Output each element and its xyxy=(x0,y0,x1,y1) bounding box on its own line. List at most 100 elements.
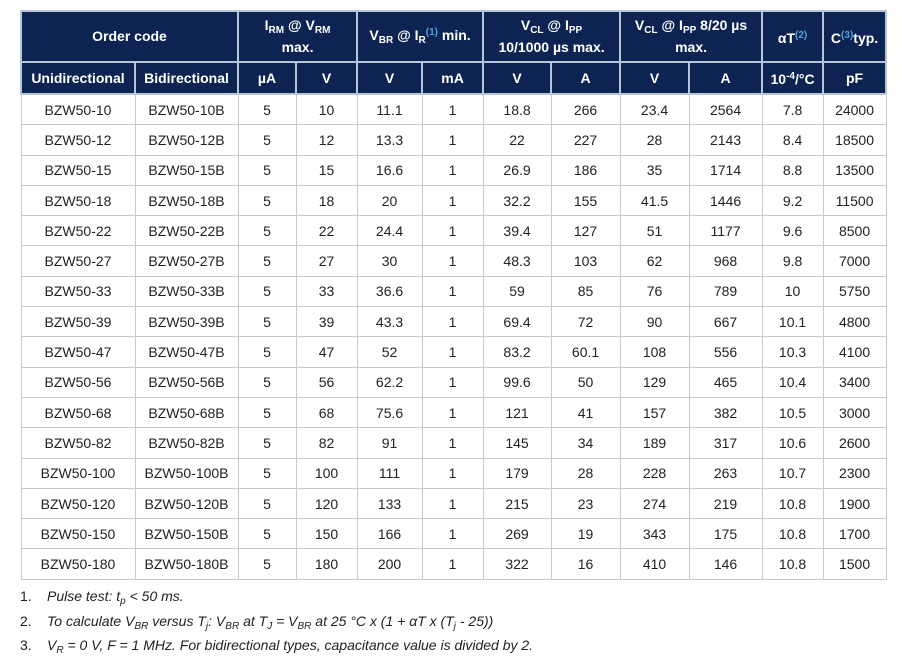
table-cell: 1 xyxy=(421,457,484,489)
table-cell: 146 xyxy=(688,548,763,580)
header-vbr: VBR @ IR(1) min. xyxy=(356,10,485,63)
table-row: BZW50-180 BZW50-180B 5 180 200 1 322 16 410 146 10… xyxy=(20,548,887,580)
table-cell: 180 xyxy=(295,548,358,580)
table-cell: 76 xyxy=(619,275,690,308)
table-cell: 5 xyxy=(237,487,297,520)
table-cell: BZW50-39 xyxy=(20,306,136,338)
table-cell: 1 xyxy=(421,154,484,186)
table-cell: 5750 xyxy=(822,275,887,308)
table-cell: BZW50-180B xyxy=(134,548,239,580)
table-cell: BZW50-15B xyxy=(134,154,239,186)
table-cell: BZW50-12 xyxy=(20,124,136,156)
table-cell: 382 xyxy=(688,396,763,429)
footnote-number: 3. xyxy=(20,637,32,653)
table-cell: 8.8 xyxy=(761,154,824,186)
table-cell: 41 xyxy=(550,396,621,429)
table-cell: 62.2 xyxy=(356,366,423,398)
table-cell: 108 xyxy=(619,336,690,368)
table-cell: 10 xyxy=(761,275,824,308)
table-cell: 3000 xyxy=(822,396,887,429)
table-cell: 34 xyxy=(550,427,621,459)
table-cell: 120 xyxy=(295,487,358,520)
table-cell: 1 xyxy=(421,306,484,338)
table-cell: 150 xyxy=(295,518,358,550)
table-cell: 269 xyxy=(482,518,552,550)
table-cell: 465 xyxy=(688,366,763,398)
table-cell: 82 xyxy=(295,427,358,459)
table-cell: BZW50-56 xyxy=(20,366,136,398)
table-cell: 1500 xyxy=(822,548,887,580)
table-cell: 127 xyxy=(550,215,621,247)
table-cell: 22 xyxy=(482,124,552,156)
unit-header: V xyxy=(295,61,359,95)
unit-header: 10-4/°C xyxy=(761,61,825,95)
footnotes: 1. Pulse test: tp < 50 ms. 2. To calculate … xyxy=(20,588,533,662)
table-cell: 2564 xyxy=(688,93,763,126)
table-cell: 10.6 xyxy=(761,427,824,459)
table-cell: BZW50-12B xyxy=(134,124,239,156)
table-cell: 317 xyxy=(688,427,763,459)
table-cell: 667 xyxy=(688,306,763,338)
table-cell: BZW50-82B xyxy=(134,427,239,459)
table-cell: 11500 xyxy=(822,184,887,217)
table-cell: 1 xyxy=(421,184,484,217)
table-cell: 5 xyxy=(237,427,297,459)
table-cell: 322 xyxy=(482,548,552,580)
unit-header: mA xyxy=(421,61,485,95)
table-cell: 227 xyxy=(550,124,621,156)
table-cell: 103 xyxy=(550,245,621,277)
table-cell: 179 xyxy=(482,457,552,489)
table-cell: 5 xyxy=(237,518,297,550)
table-cell: 1 xyxy=(421,124,484,156)
table-cell: 5 xyxy=(237,245,297,277)
table-cell: 83.2 xyxy=(482,336,552,368)
table-cell: 20 xyxy=(356,184,423,217)
unit-header: A xyxy=(550,61,622,95)
table-cell: 7000 xyxy=(822,245,887,277)
table-cell: 51 xyxy=(619,215,690,247)
table-cell: 219 xyxy=(688,487,763,520)
table-cell: 4800 xyxy=(822,306,887,338)
table-cell: 19 xyxy=(550,518,621,550)
table-row: BZW50-100 BZW50-100B 5 100 111 1 179 28 228 263 10… xyxy=(20,457,887,489)
header-row: Order code IRM @ VRM max. VBR @ IR(1) min… xyxy=(19,10,888,63)
table-cell: BZW50-39B xyxy=(134,306,239,338)
footnote-text: Pulse test: tp < 50 ms. xyxy=(47,588,184,607)
table-cell: 10.8 xyxy=(761,487,824,520)
table-cell: BZW50-10 xyxy=(20,93,136,126)
table-cell: 5 xyxy=(237,215,297,247)
table-cell: 68 xyxy=(295,396,358,429)
table-cell: BZW50-56B xyxy=(134,366,239,398)
table-cell: 48.3 xyxy=(482,245,552,277)
table-cell: 28 xyxy=(619,124,690,156)
table-cell: 1177 xyxy=(688,215,763,247)
table-cell: 2300 xyxy=(822,457,887,489)
table-cell: 100 xyxy=(295,457,358,489)
table-cell: 1 xyxy=(421,487,484,520)
table-cell: BZW50-120 xyxy=(20,487,136,520)
table-cell: BZW50-27 xyxy=(20,245,136,277)
table-cell: 1 xyxy=(421,275,484,308)
table-cell: 1 xyxy=(421,396,484,429)
table-cell: 30 xyxy=(356,245,423,277)
table-cell: 1 xyxy=(421,427,484,459)
table-cell: BZW50-33B xyxy=(134,275,239,308)
table-cell: 7.8 xyxy=(761,93,824,126)
table-cell: 3400 xyxy=(822,366,887,398)
table-cell: 1 xyxy=(421,366,484,398)
table-cell: 9.2 xyxy=(761,184,824,217)
table-cell: 1 xyxy=(421,215,484,247)
table-cell: 62 xyxy=(619,245,690,277)
table-cell: 8500 xyxy=(822,215,887,247)
table-cell: BZW50-18 xyxy=(20,184,136,217)
table-cell: 111 xyxy=(356,457,423,489)
table-cell: 13500 xyxy=(822,154,887,186)
table-cell: 1700 xyxy=(822,518,887,550)
table-cell: 5 xyxy=(237,93,297,126)
table-cell: 129 xyxy=(619,366,690,398)
table-cell: 41.5 xyxy=(619,184,690,217)
table-cell: 10.3 xyxy=(761,336,824,368)
table-cell: 175 xyxy=(688,518,763,550)
table-cell: 5 xyxy=(237,184,297,217)
